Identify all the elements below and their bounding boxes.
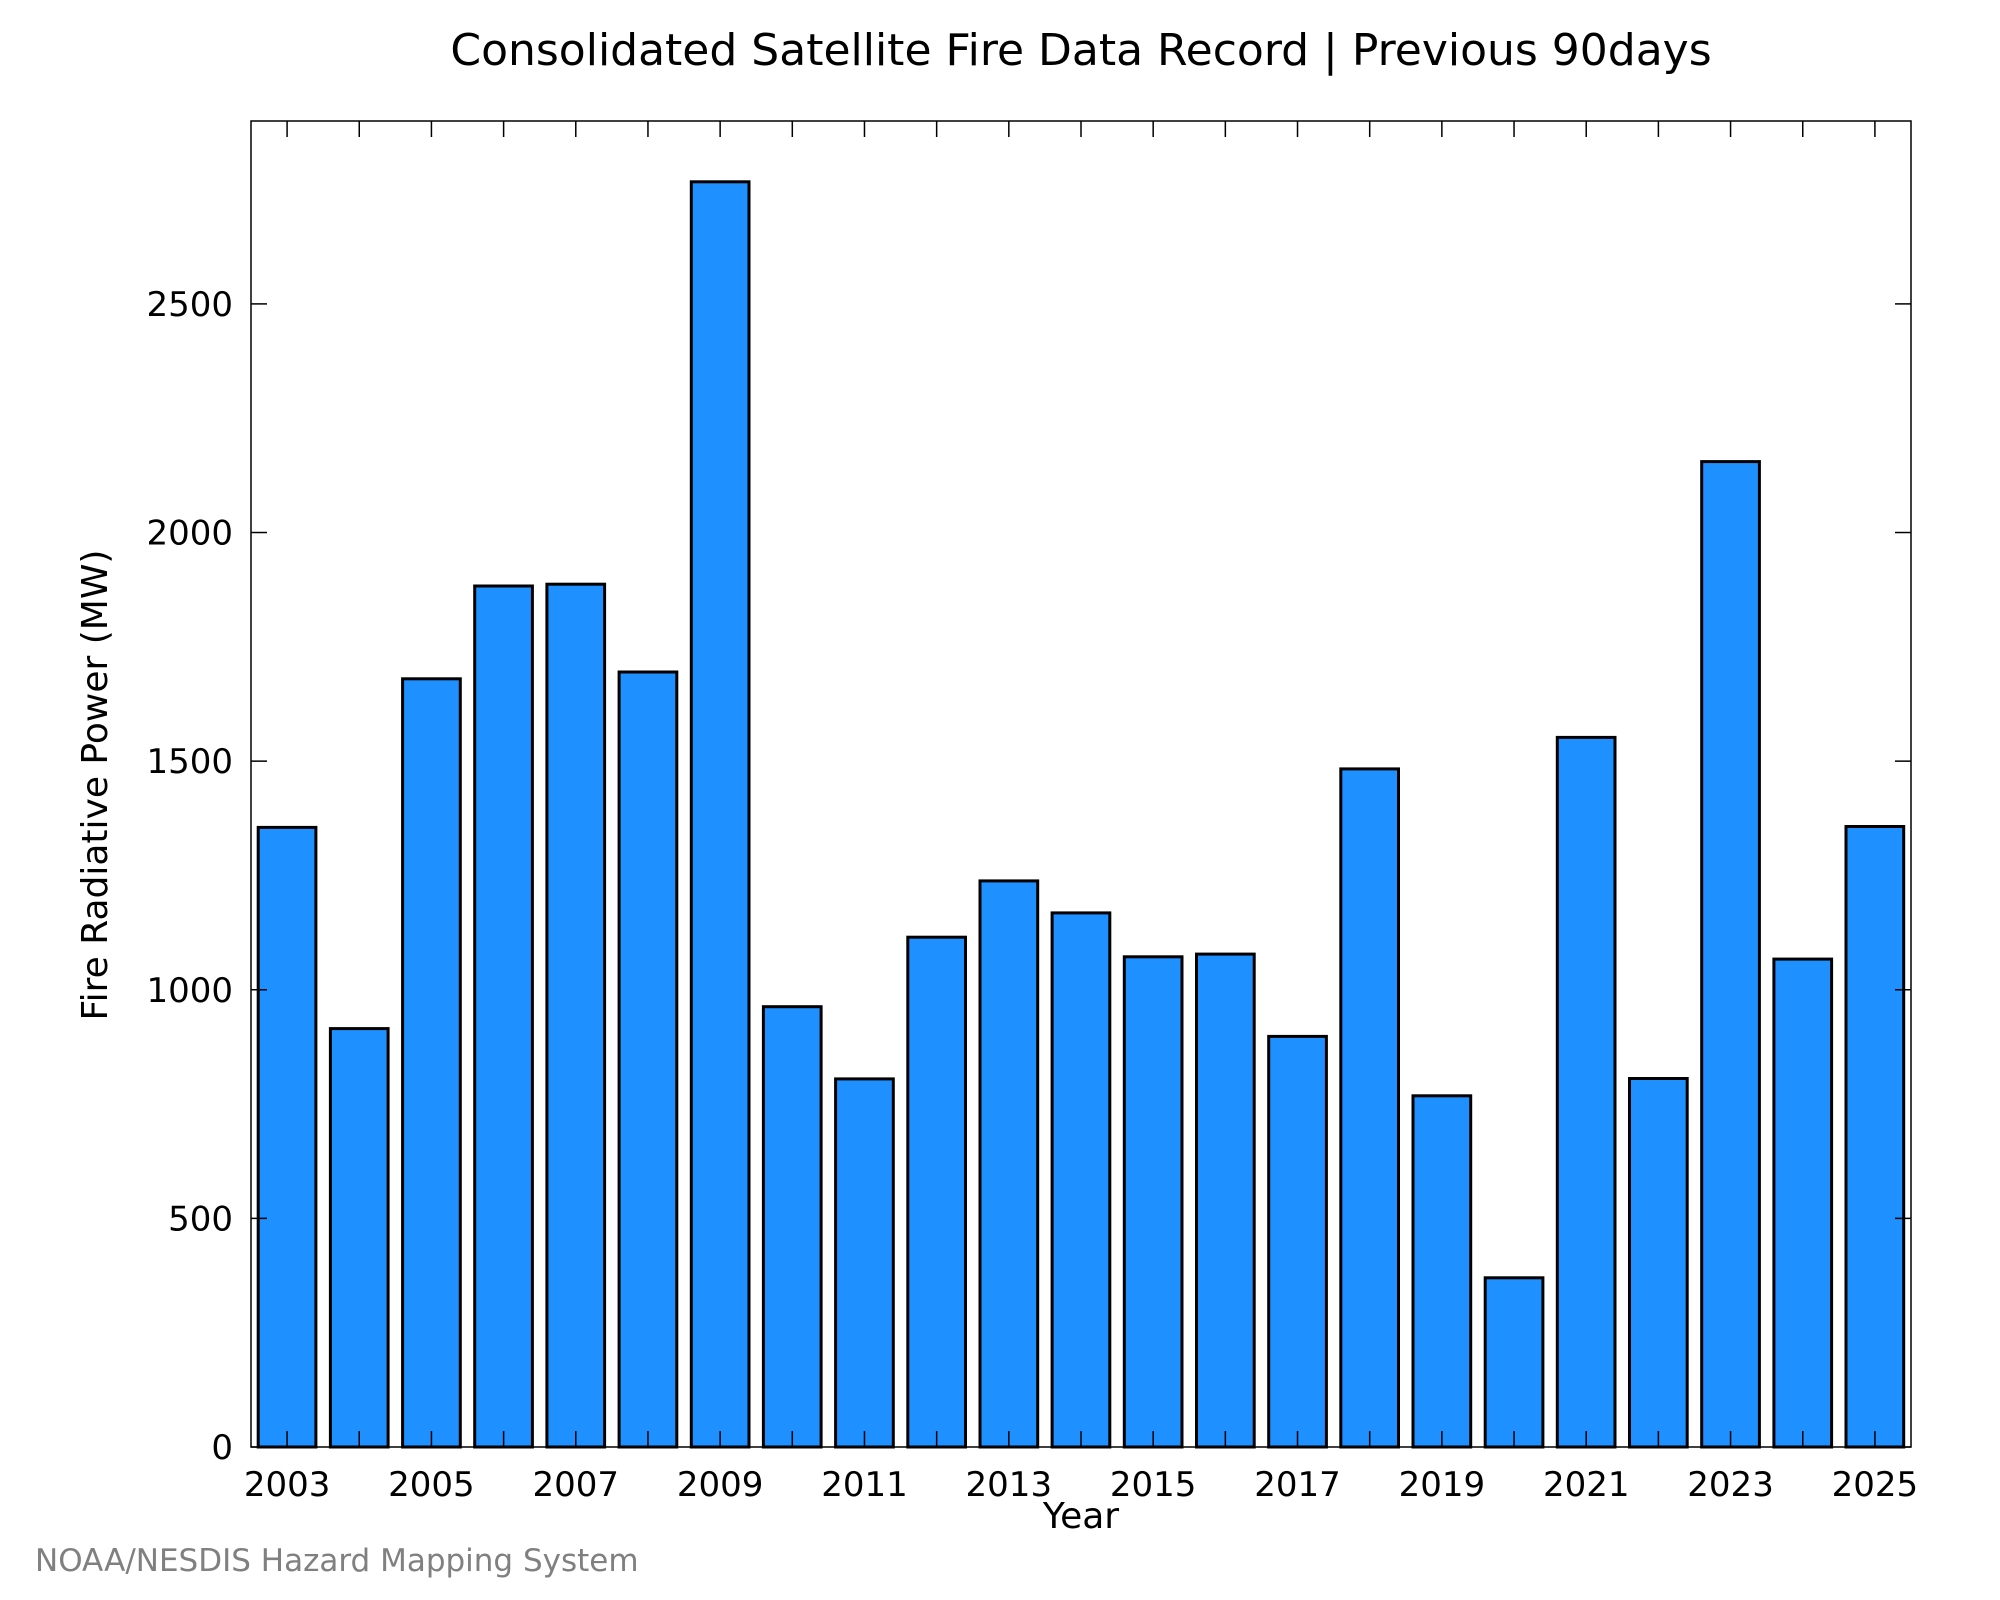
- x-tick-label: 2009: [677, 1465, 764, 1505]
- bar-2019: [1411, 1094, 1473, 1449]
- bars-layer: [256, 180, 1906, 1449]
- bar-2014: [1050, 911, 1112, 1449]
- bar-2012: [906, 935, 967, 1449]
- bar-2006: [473, 584, 534, 1449]
- bar-2024: [1772, 957, 1834, 1449]
- bar-2008: [617, 670, 679, 1449]
- x-tick-label: 2025: [1832, 1465, 1919, 1505]
- x-tick-label: 2011: [821, 1465, 908, 1505]
- x-axis-label: Year: [1042, 1496, 1119, 1537]
- chart-title: Consolidated Satellite Fire Data Record …: [450, 25, 1711, 76]
- x-tick-label: 2019: [1399, 1465, 1486, 1505]
- bar-2004: [328, 1027, 390, 1449]
- bar-2015: [1122, 955, 1184, 1449]
- y-tick-label: 2500: [146, 285, 233, 325]
- plot-frame: [250, 120, 1912, 1448]
- x-tick-label: 2017: [1254, 1465, 1341, 1505]
- y-tick-label: 0: [211, 1428, 233, 1468]
- x-tick-label: 2005: [388, 1465, 475, 1505]
- bar-2013: [978, 879, 1040, 1449]
- bar-2025: [1844, 825, 1906, 1449]
- bar-2022: [1628, 1077, 1689, 1449]
- x-tick-label: 2013: [966, 1465, 1053, 1505]
- x-tick-labels: 2003 2005 2007 2009 2011 2013 2015 2017 2019 2021…: [244, 1465, 1918, 1505]
- y-tick-label: 2000: [146, 514, 233, 554]
- x-tick-label: 2007: [533, 1465, 620, 1505]
- bar-2020: [1483, 1276, 1545, 1449]
- x-tick-label: 2021: [1543, 1465, 1630, 1505]
- bar-2017: [1267, 1034, 1328, 1449]
- y-tick-labels: 0 500 1000 1500 2000 2500: [146, 285, 233, 1468]
- y-tick-label: 500: [168, 1199, 233, 1239]
- x-tick-label: 2003: [244, 1465, 331, 1505]
- x-tick-label: 2023: [1687, 1465, 1774, 1505]
- bar-2011: [834, 1077, 895, 1449]
- bar-2009: [689, 180, 751, 1449]
- y-tick-label: 1500: [146, 742, 233, 782]
- bar-2010: [761, 1005, 823, 1449]
- y-tick-label: 1000: [146, 971, 233, 1011]
- bar-2003: [256, 825, 318, 1449]
- bar-2023: [1700, 460, 1761, 1449]
- bar-2007: [545, 582, 607, 1449]
- bar-2021: [1555, 735, 1617, 1449]
- axis-ticks: [251, 121, 1911, 1448]
- y-axis-label: Fire Radiative Power (MW): [75, 550, 116, 1021]
- bar-2018: [1339, 767, 1401, 1449]
- bar-2016: [1195, 952, 1256, 1449]
- x-tick-label: 2015: [1110, 1465, 1197, 1505]
- bar-2005: [401, 677, 462, 1449]
- source-credit: NOAA/NESDIS Hazard Mapping System: [35, 1543, 639, 1579]
